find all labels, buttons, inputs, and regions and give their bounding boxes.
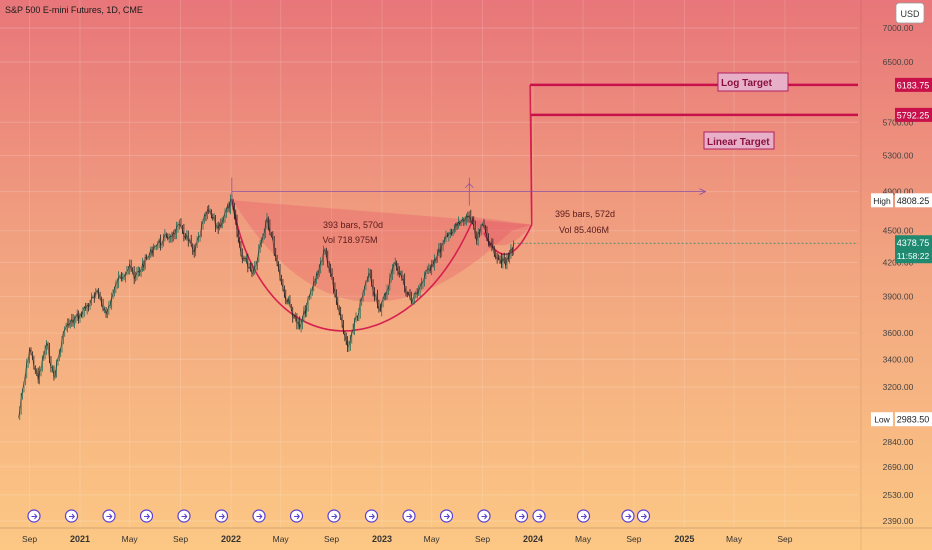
event-marker[interactable]: [576, 509, 591, 523]
event-marker[interactable]: [102, 509, 116, 523]
x-tick-label: May: [726, 534, 743, 544]
y-tick-label: 5300.00: [883, 151, 914, 161]
event-marker[interactable]: [532, 509, 546, 523]
high-value: 4808.25: [897, 196, 930, 206]
range-label-cup-volume: Vol 718.975M: [322, 235, 377, 245]
currency-label: USD: [900, 9, 920, 19]
y-tick-label: 6500.00: [883, 57, 914, 67]
high-tag-label: High: [873, 196, 891, 206]
linear-target-value: 5792.25: [897, 110, 930, 120]
y-tick-label: 4900.00: [883, 187, 914, 197]
y-tick-label: 2530.00: [883, 490, 914, 500]
time-axis[interactable]: Sep 2021 May Sep 2022 May Sep 2023 May Sep 2024 May…: [0, 527, 932, 544]
x-tick-label: 2021: [70, 534, 90, 544]
event-marker[interactable]: [289, 509, 304, 523]
x-tick-label: May: [575, 534, 592, 544]
event-marker[interactable]: [214, 509, 229, 523]
x-tick-label: 2022: [221, 534, 241, 544]
measure-arrow: [699, 188, 707, 195]
y-tick-label: 5700.00: [883, 117, 914, 127]
high-tag: [871, 193, 893, 208]
linear-breakout-line: [530, 114, 533, 225]
x-tick-label: Sep: [475, 534, 490, 544]
x-tick-label: Sep: [777, 534, 792, 544]
y-tick-label: 3900.00: [883, 291, 914, 301]
price-line: [18, 198, 514, 419]
event-marker[interactable]: [327, 509, 341, 523]
range-label-projection-bars: 395 bars, 572d: [555, 209, 615, 219]
event-markers: [27, 509, 651, 523]
current-price-badge: [895, 235, 932, 264]
low-badge: [895, 412, 932, 427]
high-badge: [895, 193, 932, 208]
event-marker[interactable]: [477, 509, 491, 523]
y-tick-label: 2690.00: [883, 462, 914, 472]
x-tick-label: Sep: [173, 534, 188, 544]
event-marker[interactable]: [139, 509, 154, 523]
current-price-countdown: 11:58:22: [897, 251, 930, 261]
event-marker[interactable]: [177, 509, 191, 523]
y-tick-label: 3600.00: [883, 328, 914, 338]
y-tick-label: 7000.00: [883, 23, 914, 33]
event-marker[interactable]: [402, 509, 416, 523]
range-label-projection-volume: Vol 85.406M: [559, 225, 609, 235]
chart-title: S&P 500 E-mini Futures, 1D, CME: [5, 5, 143, 15]
current-price-value: 4378.75: [897, 238, 930, 248]
log-target-text: Log Target: [721, 78, 773, 89]
linear-target-badge: [895, 107, 932, 122]
log-target-box: [717, 72, 789, 92]
event-marker[interactable]: [27, 509, 41, 523]
event-marker[interactable]: [439, 509, 454, 523]
event-marker[interactable]: [636, 509, 651, 523]
range-label-projection: 395 bars, 572d Vol 85.406M: [555, 209, 615, 235]
x-tick-label: Sep: [626, 534, 641, 544]
log-target-badge: [895, 77, 932, 92]
event-marker[interactable]: [621, 509, 635, 523]
price-axis[interactable]: 2390.00 2530.00 2690.00 2840.00 3200.00 3400.…: [513, 0, 932, 550]
y-tick-label: 4500.00: [883, 226, 914, 236]
range-label-cup: 393 bars, 570d Vol 718.975M: [322, 220, 383, 245]
x-tick-label: May: [424, 534, 441, 544]
event-marker[interactable]: [364, 509, 379, 523]
x-tick-label: May: [122, 534, 139, 544]
measure-lines: [231, 177, 707, 206]
event-marker[interactable]: [514, 509, 529, 523]
x-tick-label: Sep: [22, 534, 37, 544]
x-tick-label: Sep: [324, 534, 339, 544]
handle-fill: [471, 216, 532, 246]
linear-target-label[interactable]: Linear Target: [703, 131, 775, 150]
event-marker[interactable]: [64, 509, 79, 523]
log-target-value: 6183.75: [897, 80, 930, 90]
x-tick-label: 2024: [523, 534, 543, 544]
y-tick-label: 2390.00: [883, 516, 914, 526]
currency-button[interactable]: USD: [895, 2, 925, 24]
y-tick-label: 3400.00: [883, 354, 914, 364]
y-tick-label: 3200.00: [883, 382, 914, 392]
low-tag: [871, 412, 893, 427]
log-target-label[interactable]: Log Target: [717, 72, 789, 92]
cup-curve: [231, 200, 475, 332]
y-tick-label: 2840.00: [883, 437, 914, 447]
measure-mid-arrow: [465, 183, 474, 188]
low-tag-label: Low: [874, 415, 890, 425]
event-marker[interactable]: [252, 509, 266, 523]
x-tick-label: 2025: [674, 534, 694, 544]
x-tick-label: 2023: [372, 534, 392, 544]
target-lines: [529, 83, 858, 225]
linear-target-text: Linear Target: [707, 137, 770, 148]
x-tick-label: May: [273, 534, 290, 544]
low-value: 2983.50: [897, 415, 930, 425]
price-series: [18, 194, 514, 420]
linear-target-box: [703, 131, 775, 150]
range-label-cup-bars: 393 bars, 570d: [323, 220, 383, 230]
